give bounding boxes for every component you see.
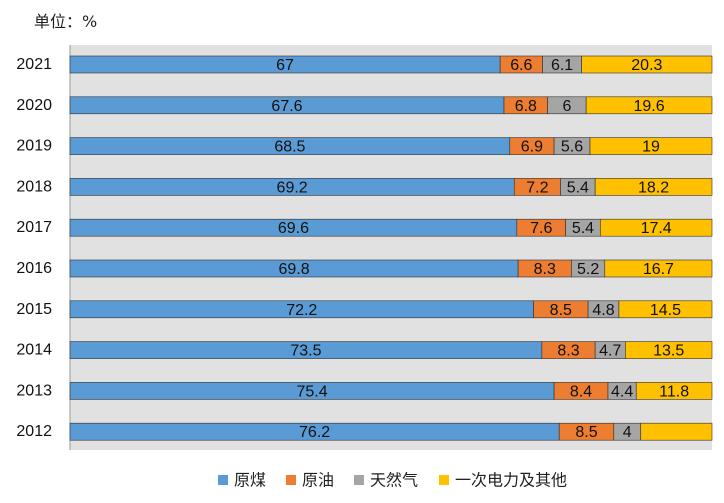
- data-label-2012-series-3: 4: [623, 424, 632, 441]
- data-label-2016-series-4: 16.7: [643, 261, 674, 278]
- data-label-2016-series-2: 8.3: [534, 261, 556, 278]
- category-labels-layer: 2021 2020 2019 2018 2017 2016 2015 2014 2013 2012: [16, 56, 52, 440]
- legend-swatch-series-3: [354, 475, 364, 485]
- bar-2013-series-4: [635, 382, 713, 400]
- data-label-2012-series-2: 8.5: [575, 424, 597, 441]
- data-label-2015-series-2: 8.5: [550, 302, 572, 319]
- bar-2014-series-4: [625, 341, 713, 359]
- data-label-2019-series-4: 19: [642, 139, 660, 156]
- data-label-2017-series-4: 17.4: [641, 220, 672, 237]
- data-label-2014-series-2: 8.3: [557, 343, 579, 360]
- bar-2015-series-4: [618, 300, 713, 319]
- bar-2019-series-4: [589, 137, 713, 155]
- data-label-2012-series-1: 76.2: [299, 424, 330, 441]
- data-label-2019-series-2: 6.9: [521, 139, 543, 156]
- bar-2012-series-4: [640, 422, 713, 441]
- category-label-2015: 2015: [16, 301, 52, 318]
- category-label-2016: 2016: [16, 260, 52, 277]
- data-label-2015-series-4: 14.5: [650, 302, 681, 319]
- bar-2021-series-4: [581, 55, 713, 74]
- data-label-2018-series-3: 5.4: [567, 179, 589, 196]
- data-label-2016-series-1: 69.8: [278, 261, 309, 278]
- data-label-2013-series-2: 8.4: [570, 383, 592, 400]
- legend-label-series-2: 原油: [302, 471, 334, 490]
- data-label-2021-series-2: 6.6: [510, 57, 532, 74]
- bars-layer: [69, 55, 713, 441]
- data-label-2019-series-1: 68.5: [274, 139, 305, 156]
- bar-2017-series-4: [599, 218, 713, 237]
- category-label-2018: 2018: [16, 178, 52, 195]
- data-label-2014-series-4: 13.5: [653, 343, 684, 360]
- legend-swatch-series-1: [218, 475, 228, 485]
- data-label-2015-series-1: 72.2: [286, 302, 317, 319]
- data-label-2017-series-2: 7.6: [530, 220, 552, 237]
- legend-label-series-1: 原煤: [234, 471, 266, 490]
- data-label-2018-series-2: 7.2: [526, 179, 548, 196]
- data-label-2020-series-3: 6: [562, 98, 571, 115]
- legend-swatch-series-4: [439, 475, 449, 485]
- data-label-2014-series-1: 73.5: [290, 343, 321, 360]
- legend-swatch-series-2: [286, 475, 296, 485]
- data-label-2017-series-1: 69.6: [278, 220, 309, 237]
- legend-label-series-4: 一次电力及其他: [455, 471, 567, 490]
- data-label-2018-series-4: 18.2: [638, 179, 669, 196]
- unit-label: 单位：%: [34, 12, 98, 31]
- bar-2016-series-4: [604, 259, 713, 278]
- data-label-2014-series-3: 4.7: [599, 343, 621, 360]
- data-labels-layer: 67 6.6 6.1 20.3 67.6 6.8 6 19.6 68.5 6.9 5.6 19 69.2…: [271, 57, 689, 441]
- data-label-2013-series-1: 75.4: [296, 383, 327, 400]
- legend: 原煤 原油 天然气 一次电力及其他: [218, 471, 567, 490]
- data-label-2017-series-3: 5.4: [572, 220, 594, 237]
- legend-label-series-3: 天然气: [370, 471, 418, 490]
- data-label-2020-series-4: 19.6: [634, 98, 665, 115]
- category-label-2013: 2013: [16, 382, 52, 399]
- category-label-2017: 2017: [16, 219, 52, 236]
- data-label-2013-series-4: 11.8: [659, 383, 689, 400]
- data-label-2021-series-3: 6.1: [551, 57, 573, 74]
- data-label-2016-series-3: 5.2: [577, 261, 599, 278]
- data-label-2021-series-1: 67: [276, 57, 294, 74]
- category-label-2012: 2012: [16, 423, 52, 440]
- data-label-2020-series-2: 6.8: [515, 98, 537, 115]
- data-label-2018-series-1: 69.2: [277, 179, 308, 196]
- data-label-2015-series-3: 4.8: [592, 302, 614, 319]
- data-label-2013-series-3: 4.4: [611, 383, 633, 400]
- category-label-2014: 2014: [16, 342, 52, 359]
- bar-2018-series-4: [594, 178, 713, 196]
- category-label-2019: 2019: [16, 138, 52, 155]
- data-label-2021-series-4: 20.3: [631, 57, 662, 74]
- category-label-2020: 2020: [16, 97, 52, 114]
- data-label-2019-series-3: 5.6: [561, 139, 583, 156]
- bar-2020-series-4: [585, 96, 713, 115]
- data-label-2020-series-1: 67.6: [271, 98, 302, 115]
- category-label-2021: 2021: [16, 56, 52, 73]
